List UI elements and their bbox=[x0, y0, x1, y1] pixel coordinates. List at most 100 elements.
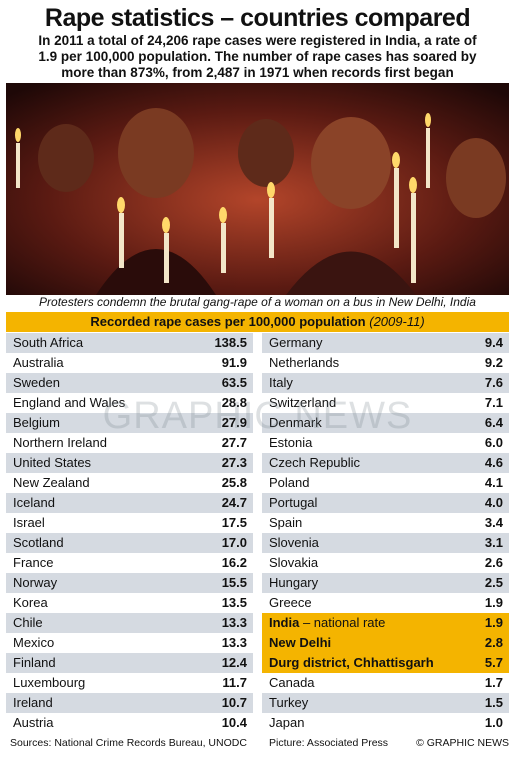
title: Rape statistics – countries compared bbox=[44, 4, 471, 32]
table-row: Finland 12.4 bbox=[6, 653, 253, 673]
table-row: Iceland 24.7 bbox=[6, 493, 253, 513]
country: Israel bbox=[13, 515, 45, 530]
row-name: Norway bbox=[13, 573, 57, 593]
country: Mexico bbox=[13, 635, 55, 650]
table-row: Japan 1.0 bbox=[262, 713, 509, 733]
row-name: Portugal bbox=[269, 493, 317, 513]
row-value: 1.5 bbox=[484, 695, 503, 710]
photo bbox=[6, 83, 509, 295]
row-name: South Africa bbox=[13, 333, 83, 353]
row-value: 27.7 bbox=[221, 435, 247, 450]
table-header: Recorded rape cases per 100,000 populati… bbox=[6, 312, 509, 332]
row-value: 7.6 bbox=[484, 375, 503, 390]
row-value: 27.3 bbox=[221, 455, 247, 470]
table-row: Mexico 13.3 bbox=[6, 633, 253, 653]
row-value: 10.7 bbox=[221, 695, 247, 710]
table-row: England and Wales 28.8 bbox=[6, 393, 253, 413]
table-row: Belgium 27.9 bbox=[6, 413, 253, 433]
country: Australia bbox=[13, 355, 64, 370]
table-row: Durg district, Chhattisgarh 5.7 bbox=[262, 653, 509, 673]
country: Italy bbox=[269, 375, 293, 390]
country: Scotland bbox=[13, 535, 64, 550]
photo-caption: Protesters condemn the brutal gang-rape … bbox=[39, 295, 476, 309]
row-value: 9.4 bbox=[484, 335, 503, 350]
row-name: Spain bbox=[269, 513, 302, 533]
table-row: Portugal 4.0 bbox=[262, 493, 509, 513]
table-row: Chile 13.3 bbox=[6, 613, 253, 633]
table-row: Slovenia 3.1 bbox=[262, 533, 509, 553]
country: United States bbox=[13, 455, 92, 470]
country: Portugal bbox=[269, 495, 318, 510]
country: Finland bbox=[13, 655, 56, 670]
row-name: Germany bbox=[269, 333, 322, 353]
country: South Africa bbox=[13, 335, 84, 350]
table-row: Netherlands 9.2 bbox=[262, 353, 509, 373]
country: Northern Ireland bbox=[13, 435, 107, 450]
row-value: 11.7 bbox=[222, 675, 247, 690]
country: Japan bbox=[269, 715, 305, 730]
row-name: Turkey bbox=[269, 693, 308, 713]
table-row: Turkey 1.5 bbox=[262, 693, 509, 713]
country: Austria bbox=[13, 715, 54, 730]
row-value: 17.5 bbox=[221, 515, 247, 530]
country: Ireland bbox=[13, 695, 53, 710]
country: Turkey bbox=[269, 695, 309, 710]
country: Germany bbox=[269, 335, 323, 350]
row-name: Scotland bbox=[13, 533, 64, 553]
table-row: Scotland 17.0 bbox=[6, 533, 253, 553]
country: Canada bbox=[269, 675, 315, 690]
row-note: – national rate bbox=[302, 615, 386, 630]
table-title: Recorded rape cases per 100,000 populati… bbox=[90, 314, 366, 329]
row-value: 3.4 bbox=[484, 515, 503, 530]
row-value: 5.7 bbox=[484, 655, 503, 670]
picture-credit: Picture: Associated Press bbox=[269, 737, 389, 749]
row-value: 16.2 bbox=[221, 555, 247, 570]
country: Poland bbox=[269, 475, 310, 490]
country: Denmark bbox=[269, 415, 322, 430]
table-row: Switzerland 7.1 bbox=[262, 393, 509, 413]
table-row: United States 27.3 bbox=[6, 453, 253, 473]
country: Netherlands bbox=[269, 355, 340, 370]
row-name: Chile bbox=[13, 613, 43, 633]
row-name: Mexico bbox=[13, 633, 54, 653]
row-value: 2.8 bbox=[484, 635, 503, 650]
table-row: Germany 9.4 bbox=[262, 333, 509, 353]
country: Luxembourg bbox=[13, 675, 86, 690]
row-value: 4.1 bbox=[484, 475, 503, 490]
country: Switzerland bbox=[269, 395, 337, 410]
row-name: France bbox=[13, 553, 53, 573]
row-value: 1.7 bbox=[484, 675, 503, 690]
row-name: Netherlands bbox=[269, 353, 339, 373]
copyright: © GRAPHIC NEWS bbox=[416, 737, 509, 749]
country: Sweden bbox=[13, 375, 60, 390]
row-value: 24.7 bbox=[221, 495, 247, 510]
row-name: Japan bbox=[269, 713, 304, 733]
country: France bbox=[13, 555, 54, 570]
row-value: 63.5 bbox=[221, 375, 247, 390]
row-value: 91.9 bbox=[221, 355, 247, 370]
row-value: 7.1 bbox=[484, 395, 503, 410]
row-name: Greece bbox=[269, 593, 312, 613]
row-name: Luxembourg bbox=[13, 673, 85, 693]
row-name: Sweden bbox=[13, 373, 60, 393]
country: Slovenia bbox=[269, 535, 319, 550]
row-name: Estonia bbox=[269, 433, 312, 453]
row-value: 13.5 bbox=[221, 595, 247, 610]
table-row: New Delhi 2.8 bbox=[262, 633, 509, 653]
row-value: 10.4 bbox=[221, 715, 247, 730]
row-name: Austria bbox=[13, 713, 53, 733]
subtitle: In 2011 a total of 24,206 rape cases wer… bbox=[0, 33, 515, 81]
row-value: 1.9 bbox=[484, 595, 503, 610]
row-name: Israel bbox=[13, 513, 45, 533]
subtitle-line: In 2011 a total of 24,206 rape cases wer… bbox=[38, 33, 477, 48]
row-name: Australia bbox=[13, 353, 64, 373]
country: Iceland bbox=[13, 495, 55, 510]
table-row: Poland 4.1 bbox=[262, 473, 509, 493]
country: Slovakia bbox=[269, 555, 319, 570]
table-row: Ireland 10.7 bbox=[6, 693, 253, 713]
row-name: United States bbox=[13, 453, 91, 473]
country: New Zealand bbox=[13, 475, 90, 490]
row-value: 6.0 bbox=[484, 435, 503, 450]
country: Hungary bbox=[269, 575, 319, 590]
country: Spain bbox=[269, 515, 303, 530]
